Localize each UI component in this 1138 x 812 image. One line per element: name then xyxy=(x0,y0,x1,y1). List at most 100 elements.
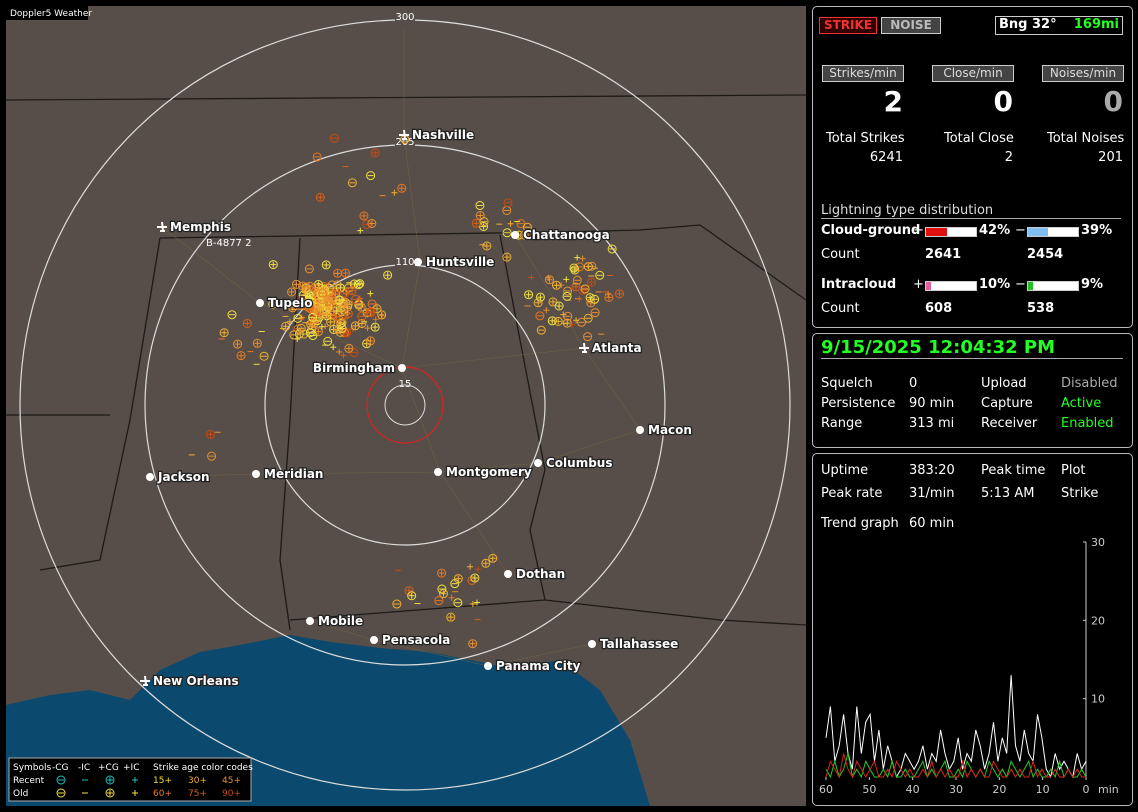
city-dot xyxy=(511,231,519,239)
strike-ring xyxy=(580,284,590,294)
bearing-box: Bng 32° 169mi xyxy=(995,16,1123,35)
bearing: Bng 32° xyxy=(999,17,1057,32)
strike-ring xyxy=(324,296,334,306)
strike-ring xyxy=(293,313,303,323)
strike-ring xyxy=(207,451,217,461)
stat-value: Strike xyxy=(1061,486,1099,501)
airport-icon xyxy=(157,221,167,232)
strike-ring xyxy=(344,343,354,353)
trend-line xyxy=(825,675,1087,779)
strike-ring xyxy=(586,277,596,287)
strike-ring xyxy=(366,336,376,346)
map-title: Doppler5 Weather xyxy=(10,9,92,19)
strike-ring xyxy=(370,322,380,332)
strike-ring xyxy=(366,308,376,318)
legend-box xyxy=(8,757,252,802)
legend-age: 75+ xyxy=(188,789,207,799)
pct-bar xyxy=(1028,282,1033,290)
stat-value: 383:20 xyxy=(909,463,955,478)
city-dot xyxy=(588,640,596,648)
strike-ring xyxy=(356,302,366,312)
title-box xyxy=(6,6,88,20)
legend-age: 60+ xyxy=(153,789,172,799)
cities: Nashville Memphis Chattanooga Huntsville Tup… xyxy=(140,127,693,689)
pct: 9% xyxy=(1081,277,1104,292)
strike-ring xyxy=(359,211,369,221)
strike-ring xyxy=(291,279,301,289)
pct-bar-box xyxy=(1027,227,1079,237)
strike-ring xyxy=(105,788,115,798)
strike-ring xyxy=(468,639,478,649)
pct-bar-box xyxy=(1027,281,1079,291)
rate-button[interactable]: Strikes/min xyxy=(822,65,904,82)
setting-value: Disabled xyxy=(1061,376,1118,391)
rate-button[interactable]: Close/min xyxy=(932,65,1014,82)
setting-label: Range xyxy=(821,416,863,431)
rate-value: 2 xyxy=(883,85,903,118)
strike-ring xyxy=(383,270,393,280)
strike-ring xyxy=(590,294,600,304)
strike-ring xyxy=(227,310,237,320)
count: 538 xyxy=(1027,301,1055,316)
rate-value: 0 xyxy=(993,85,1013,118)
total-value: 2 xyxy=(1004,150,1013,165)
rate-value: 0 xyxy=(1103,85,1123,118)
legend-row: Recent xyxy=(13,776,45,786)
strike-button[interactable]: STRIKE xyxy=(819,17,877,34)
stat-label: Peak time xyxy=(981,463,1046,478)
city-dot xyxy=(398,364,406,372)
strike-ring xyxy=(354,280,364,290)
strike-ring xyxy=(583,332,593,342)
strike-ring xyxy=(572,275,582,285)
city-label: Chattanooga xyxy=(523,228,610,242)
city-label: Dothan xyxy=(516,567,565,581)
setting-label: Upload xyxy=(981,376,1027,391)
strike-ring xyxy=(535,292,545,302)
y-tick-label: 30 xyxy=(1091,536,1105,549)
rate-button[interactable]: Noises/min xyxy=(1042,65,1124,82)
city-dot xyxy=(504,570,512,578)
strike-ring xyxy=(354,300,364,310)
strike-ring xyxy=(332,280,342,290)
city-dot xyxy=(636,426,644,434)
strike-ring xyxy=(450,579,460,589)
strike-ring xyxy=(340,268,350,278)
strike-ring xyxy=(502,252,512,262)
strike-ring xyxy=(595,270,605,280)
strike-ring xyxy=(342,328,352,338)
total-value: 6241 xyxy=(869,150,903,165)
strike-ring xyxy=(236,351,246,361)
strike-ring xyxy=(321,305,331,315)
strike-ring xyxy=(583,262,593,272)
strike-ring xyxy=(357,319,367,329)
trend-graph: 10 20 30 60 50 40 30 20 10 0 min xyxy=(819,536,1119,796)
legend: Symbols -CG -IC +CG +IC Strike age color… xyxy=(8,757,253,802)
ring-label: 110 xyxy=(395,257,414,268)
strike-ring xyxy=(481,558,491,568)
city-label: Tallahassee xyxy=(600,637,678,651)
strike-ring xyxy=(367,218,377,228)
distance: 169mi xyxy=(1073,17,1119,32)
total-label: Total Close xyxy=(944,131,1014,146)
city-label: Tupelo xyxy=(268,296,313,310)
strike-ring xyxy=(470,573,480,583)
legend-label: Symbols xyxy=(13,763,52,773)
count: 2454 xyxy=(1027,247,1064,262)
strike-ring xyxy=(268,260,278,270)
strike-ring xyxy=(347,178,357,188)
strike-ring xyxy=(437,584,447,594)
city-label: Pensacola xyxy=(382,633,450,647)
strike-ring xyxy=(357,311,367,321)
strike-ring xyxy=(482,241,492,251)
strike-ring xyxy=(551,280,561,290)
noise-button[interactable]: NOISE xyxy=(881,17,941,34)
strike-ring xyxy=(488,553,498,563)
strike-ring xyxy=(105,775,115,785)
strike-ring xyxy=(289,330,299,340)
legend-age: 30+ xyxy=(188,776,207,786)
strike-ring xyxy=(351,294,361,304)
legend-age: 15+ xyxy=(153,776,172,786)
strike-ring xyxy=(308,312,318,322)
legend-symbols xyxy=(56,775,138,798)
strike-ring xyxy=(575,262,585,272)
